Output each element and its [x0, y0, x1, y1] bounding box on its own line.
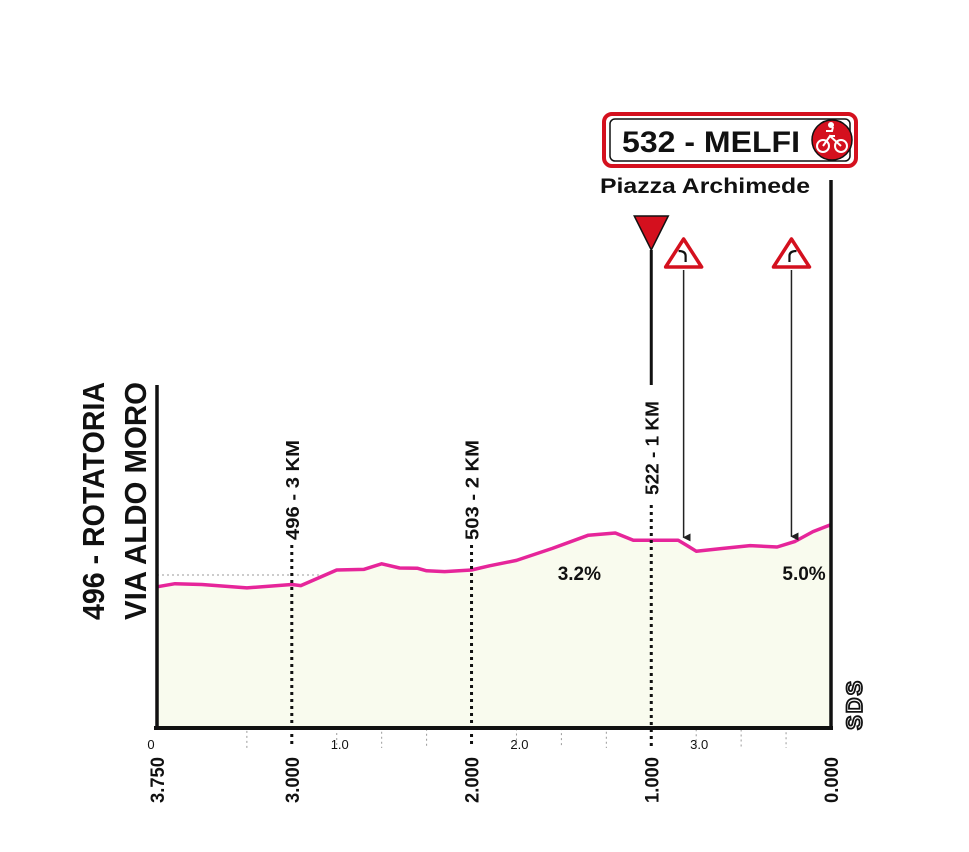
flamme-rouge-icon — [633, 215, 670, 252]
finish-box — [602, 112, 858, 168]
curve-arrow-icon — [678, 249, 687, 262]
finish-title: 532 - MELFI — [622, 126, 800, 159]
remaining-distance-label: 1.000 — [642, 757, 663, 803]
finish-bicycle-icon — [811, 119, 853, 161]
start-label-line2: VIA ALDO MORO — [118, 382, 153, 620]
remaining-distance-label: 0.000 — [822, 757, 843, 803]
km-marker-label: 522 - 1 KM — [642, 401, 662, 495]
remaining-distance-label: 3.000 — [283, 757, 304, 803]
curve-arrow-icon — [788, 249, 797, 262]
remaining-distance-label: 2.000 — [463, 757, 484, 803]
km-marker-label: 496 - 3 KM — [283, 440, 303, 540]
finish-place-label: Piazza Archimede — [600, 175, 810, 198]
rider-head-icon — [828, 122, 834, 128]
x-tick-label: 2.0 — [510, 737, 528, 752]
x-tick-label: 3.0 — [690, 737, 708, 752]
bicycle-wheel-icon — [834, 139, 848, 153]
bicycle-wheel-icon — [816, 139, 830, 153]
profile-area — [157, 524, 831, 728]
gradient-label: 5.0% — [782, 564, 825, 585]
gradient-label: 3.2% — [558, 564, 601, 585]
km-marker-label: 503 - 2 KM — [463, 440, 483, 540]
bicycle-frame-icon — [822, 126, 842, 147]
brand-logo: SDS — [842, 679, 867, 730]
x-tick-label: 0 — [147, 737, 154, 752]
x-tick-label: 1.0 — [331, 737, 349, 752]
start-label-line1: 496 - ROTATORIA — [76, 382, 111, 620]
remaining-distance-label: 3.750 — [148, 757, 169, 803]
profile-line — [156, 522, 832, 590]
